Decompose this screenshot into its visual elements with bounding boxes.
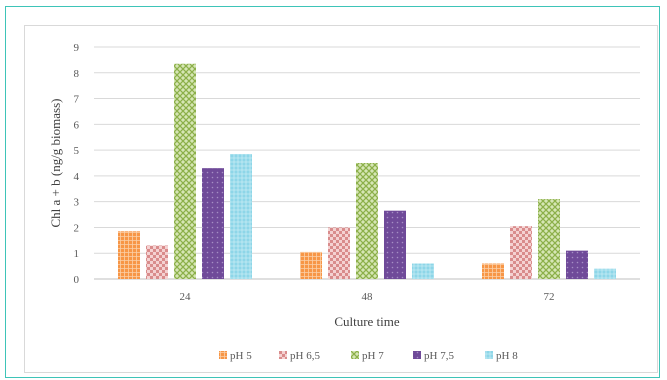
- bar-ph-7-5-48: [384, 210, 406, 279]
- x-tick-label: 24: [180, 291, 192, 303]
- bar-ph-7-72: [538, 199, 560, 279]
- legend-item: pH 6,5: [279, 350, 320, 362]
- bar-ph-8-48: [412, 263, 434, 279]
- bar-ph-6-5-48: [328, 227, 350, 279]
- x-axis-title: Culture time: [334, 314, 400, 329]
- legend: pH 5 pH 6,5 pH 7 pH 7,5 pH 8: [219, 350, 518, 362]
- x-tick-label: 48: [362, 291, 374, 303]
- y-tick-label: 8: [74, 68, 80, 80]
- y-tick-labels: 0 1 2 3 4 5 6 7 8 9: [74, 42, 80, 286]
- legend-label: pH 5: [230, 350, 252, 362]
- legend-item: pH 5: [219, 350, 252, 362]
- y-tick-label: 2: [74, 222, 80, 234]
- bar-ph-7-24: [174, 63, 196, 279]
- legend-swatch: [279, 351, 287, 359]
- bar-ph-7-5-24: [202, 168, 224, 279]
- legend-swatch: [485, 351, 493, 359]
- legend-item: pH 7: [351, 350, 384, 362]
- bar-ph-8-24: [230, 153, 252, 279]
- y-tick-label: 7: [74, 94, 80, 106]
- bar-ph-7-48: [356, 163, 378, 279]
- legend-label: pH 7,5: [424, 350, 454, 362]
- x-tick-label: 72: [544, 291, 555, 303]
- bar-ph-5-48: [300, 251, 322, 279]
- y-tick-label: 6: [74, 119, 80, 131]
- bar-ph-5-72: [482, 263, 504, 279]
- legend-label: pH 6,5: [290, 350, 320, 362]
- legend-item: pH 8: [485, 350, 518, 362]
- legend-swatch: [413, 351, 421, 359]
- y-tick-label: 4: [74, 171, 80, 183]
- x-tick-labels: 24 48 72: [180, 291, 555, 303]
- bar-ph-8-72: [594, 268, 616, 279]
- bar-ph-5-24: [118, 231, 140, 279]
- y-tick-label: 0: [74, 274, 80, 286]
- y-tick-label: 1: [74, 248, 80, 260]
- y-axis-title: Chl a + b (ng/g biomass): [48, 98, 63, 227]
- y-tick-label: 5: [74, 145, 80, 157]
- legend-swatch: [351, 351, 359, 359]
- chart-area: [24, 25, 658, 373]
- bar-ph-7-5-72: [566, 250, 588, 279]
- legend-label: pH 7: [362, 350, 384, 362]
- bar-ph-6-5-24: [146, 245, 168, 279]
- legend-label: pH 8: [496, 350, 518, 362]
- y-tick-label: 9: [74, 42, 80, 54]
- y-tick-label: 3: [74, 197, 80, 209]
- bars: [118, 63, 616, 279]
- chart-frame: [5, 6, 660, 378]
- legend-item: pH 7,5: [413, 350, 454, 362]
- legend-swatch: [219, 351, 227, 359]
- bar-ph-6-5-72: [510, 226, 532, 279]
